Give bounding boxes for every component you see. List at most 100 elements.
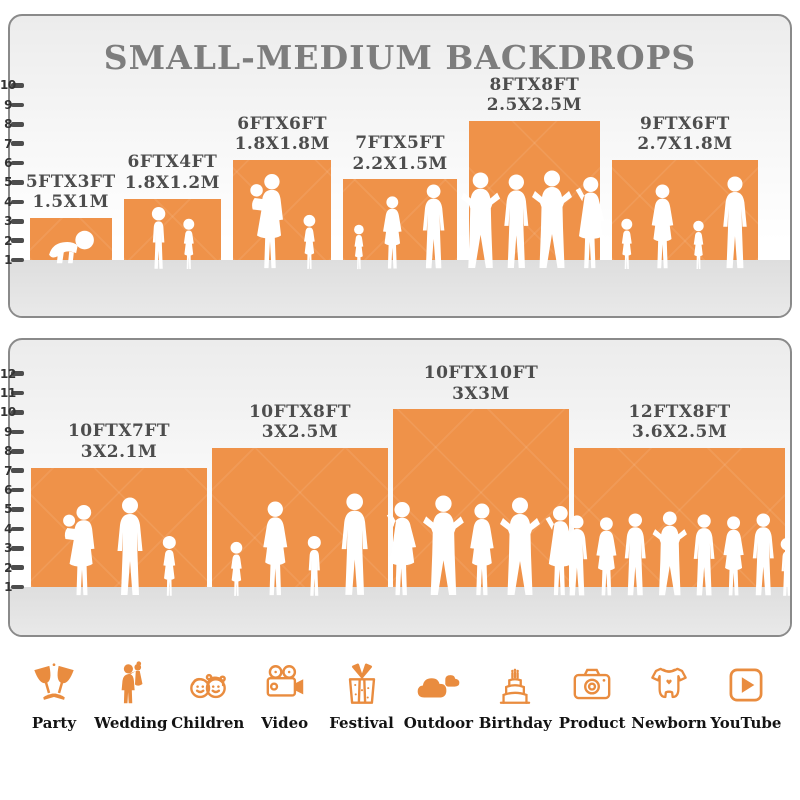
silhouette-girl [621,218,632,269]
backdrop-bar: 6FTX4FT 1.8X1.2M [123,152,222,269]
ruler-tick [11,257,24,263]
silhouette-manpose [531,170,572,268]
bar-size-label: 8FTX8FT 2.5X2.5M [487,75,582,116]
silhouette-girl [303,214,316,269]
ruler-number: 10 [0,78,16,93]
ruler-number: 1 [4,580,12,594]
size-ft-text: 5FTX3FT [25,171,116,192]
silhouette-woman [723,516,744,596]
ruler-number: 8 [4,444,12,459]
newborn-icon [651,667,687,699]
size-m-text: 3X3M [452,383,510,404]
silhouette-man [422,184,445,269]
ruler-number: 11 [0,386,16,400]
category-label: Outdoor [403,714,474,732]
ruler-number: 2 [4,233,12,248]
ruler-number: 5 [4,502,12,517]
size-m-text: 1.5X1M [32,192,109,213]
ruler-tick [11,160,24,166]
ruler-tick [11,199,24,205]
silhouette-girl [162,535,176,596]
silhouette-womanpose [575,176,605,269]
category-youtube: YouTube [710,660,782,732]
ruler-tick [11,371,24,376]
backdrop-bar: 10FTX7FT 3X2.1M [31,421,207,596]
silhouette-womanpose [386,501,417,596]
silhouette-manpose [652,511,688,596]
category-row: Party Wedding [0,660,800,732]
video-icon [266,665,303,697]
category-label: Video [261,714,309,732]
product-icon [573,668,611,700]
birthday-icon [500,668,531,704]
ruler-tick [11,83,24,88]
silhouette-womanchild [250,174,284,269]
silhouette-man [624,513,646,596]
size-ft-text: 7FTX5FT [355,132,446,153]
ruler-number: 3 [4,214,12,229]
plot-area-1: 5FTX3FT 1.5X1M 6FTX4FT 1.8X1.2M 6FTX6FT 1.8X1… [10,16,790,316]
ruler-tick [11,565,24,570]
ruler-number: 10 [0,405,16,420]
ruler-tick [11,410,24,415]
ruler-tick [11,238,24,243]
ruler-tick [11,141,24,146]
size-m-text: 2.5X2.5M [486,95,582,116]
size-ft-text: 10FTX7FT [67,421,171,442]
size-m-text: 3X2.1M [80,441,158,462]
ruler-number: 12 [0,366,16,381]
category-label: Newborn [631,714,707,732]
ruler-tick [11,122,24,127]
category-wedding: Wedding [94,660,168,732]
ruler-tick [11,546,24,551]
ruler-number: 2 [4,560,12,575]
category-birthday: Birthday [479,660,552,732]
bar-size-label: 10FTX7FT 3X2.1M [68,421,170,462]
size-m-text: 3X2.5M [261,422,339,443]
backdrop-bar: 7FTX5FT 2.2X1.5M [343,133,458,270]
category-festival: Festival [326,660,398,732]
silhouette-woman [262,501,287,596]
ruler-number: 4 [4,194,12,209]
category-party: Party [18,660,90,732]
ruler-tick [11,449,24,454]
backdrop-bar: 10FTX8FT 3X2.5M [212,402,388,596]
silhouette-man [341,493,368,595]
size-ft-text: 6FTX6FT [237,113,328,134]
category-label: Party [31,714,77,732]
category-newborn: Newborn [631,660,707,732]
silhouette-woman [595,517,616,596]
category-product: Product [556,660,628,732]
category-outdoor: Outdoor [402,660,474,732]
ruler-number: 9 [4,424,12,439]
plot-area-2: 10FTX7FT 3X2.1M 10FTX8FT 3X2.5M 10FTX10FT 3X3… [10,340,790,635]
backdrop-bar: 10FTX10FT 3X3M [386,363,575,596]
bar-size-label: 12FTX8FT 3.6X2.5M [629,402,731,443]
silhouette-manpose [423,495,465,595]
ruler-tick [11,507,24,512]
ruler-number: 8 [4,117,12,132]
bar-size-label: 7FTX5FT 2.2X1.5M [353,133,448,174]
size-m-text: 2.7X1.8M [637,134,733,155]
silhouette-man [694,514,715,596]
category-label: Product [558,714,626,732]
bar-size-label: 10FTX8FT 3X2.5M [249,402,351,443]
size-ft-text: 12FTX8FT [628,401,731,422]
category-children: Children [171,660,244,732]
size-m-text: 2.2X1.5M [352,153,448,174]
silhouette-woman [652,184,674,269]
ruler-tick [11,468,24,473]
silhouette-manpose [461,172,501,269]
backdrop-bar: 6FTX6FT 1.8X1.8M [233,114,332,269]
silhouette-girl [230,541,243,596]
backdrop-bar: 12FTX8FT 3.6X2.5M [566,402,790,596]
ruler-tick [11,102,24,108]
ruler-number: 5 [4,175,12,190]
silhouette-man [752,513,774,596]
silhouette-woman [470,503,495,596]
ruler-tick [11,429,24,435]
category-label: Wedding [94,714,168,732]
size-ft-text: 9FTX6FT [640,113,730,134]
size-ft-text: 6FTX4FT [127,152,218,173]
